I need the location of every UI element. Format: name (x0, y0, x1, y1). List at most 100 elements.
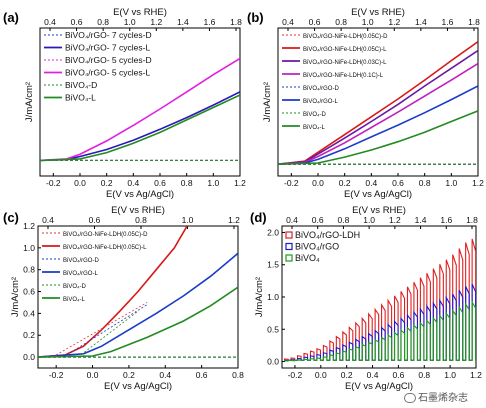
x2-tick-label: 1.4 (415, 215, 427, 225)
legend-label: BiVO₄/rGO-NiFe-LDH(0.05C)-D (303, 34, 388, 40)
x-axis-title: E(V vs Ag/AgCl) (345, 381, 413, 392)
legend-label: BiVO₄/rGO-L (63, 271, 98, 277)
x-axis-title: E(V vs Ag/AgCl) (344, 189, 412, 200)
x2-tick-label: 1.6 (440, 215, 452, 225)
x-tick-label: 0.2 (341, 370, 353, 380)
y-axis-title: J/mA/cm² (254, 277, 265, 317)
x2-tick-label: 1.8 (466, 215, 478, 225)
chart-panel-d: -0.2 0.0 0.2 0.4 0.6 0.8 1.0 1.2 0.4 0.6 0.8 1.0 1.2… (250, 205, 482, 392)
plot-area (38, 226, 238, 358)
legend-label: BiVO₄/rGO-NiFe-LDH(0.05C)-L (63, 245, 147, 251)
x2-tick-label: 0.6 (309, 17, 321, 27)
x2-tick-label: 1.8 (468, 17, 480, 27)
x-axis-title: E(V vs Ag/AgCl) (104, 381, 172, 392)
series-line (40, 94, 240, 162)
x-tick-label: 0.2 (101, 178, 113, 188)
x2-tick-label: 1.2 (389, 215, 401, 225)
legend-swatch (285, 254, 293, 262)
x2-tick-label: 1.4 (177, 17, 189, 27)
plot-area (284, 238, 476, 362)
x2-tick-label: 0.4 (282, 17, 294, 27)
legend-label: BiVO₄-D (303, 112, 326, 118)
legend-swatch (285, 242, 293, 251)
y-tick-label: 0.5 (267, 324, 279, 334)
panel-label: (b) (247, 10, 264, 25)
x-tick-label: 0.4 (367, 370, 379, 380)
series-line (278, 62, 478, 165)
x-tick-label: -0.2 (284, 178, 299, 188)
y-tick-label: 0.4 (23, 308, 35, 318)
plot-frame (39, 27, 241, 177)
plot-area (278, 40, 478, 165)
x-tick-label: 0.0 (315, 370, 327, 380)
series-line (278, 110, 478, 165)
x-tick-label: 0.0 (74, 178, 86, 188)
legend-swatch (285, 231, 293, 239)
onset-tangent-line (77, 310, 139, 358)
x-tick-label: 0.4 (127, 178, 139, 188)
x-tick-label: 0.8 (419, 178, 431, 188)
wechat-icon (404, 393, 416, 403)
legend-label: BiVO₄/rGO- 7 cycles-D (65, 30, 152, 40)
y-tick-label: 1.0 (23, 243, 35, 253)
panel-label: (d) (250, 210, 267, 225)
x-tick-label: 0.2 (123, 370, 135, 380)
x-tick-label: 0.2 (339, 178, 351, 188)
legend-label: BiVO₄ (295, 253, 320, 263)
x2-tick-label: 0.8 (135, 215, 147, 225)
series-line (284, 283, 476, 361)
x-tick-label: -0.2 (49, 370, 64, 380)
legend-label: BiVO₄/rGO-NiFe-LDH(0.05C)-L (303, 47, 387, 53)
x-tick-label: 0.6 (196, 370, 208, 380)
legend-label: BiVO₄/rGO-D (63, 258, 99, 264)
plot-area (40, 57, 240, 162)
series-line (278, 49, 478, 165)
legend-label: BiVO₄/rGO-NiFe-LDH(0.05C)-D (63, 232, 148, 238)
panel-label: (c) (3, 210, 19, 225)
chart-panel-c: -0.2 0.0 0.2 0.4 0.6 0.8 0.4 0.6 0.8 1.0 1.2 0.0 0.2… (3, 205, 244, 392)
y-axis-title: J/mA/cm² (24, 82, 35, 122)
watermark: 石墨烯杂志 (404, 389, 468, 404)
x-tick-label: 0.0 (87, 370, 99, 380)
y-tick-label: 0.8 (23, 265, 35, 275)
y-tick-label: 1.2 (23, 221, 35, 231)
plot-frame (277, 27, 479, 177)
series-line (38, 252, 238, 358)
x2-tick-label: 0.8 (338, 215, 350, 225)
x2-tick-label: 1.6 (442, 17, 454, 27)
panel-label: (a) (3, 10, 19, 25)
y-axis-title: J/mA/cm² (10, 277, 21, 317)
x2-axis-title: E(V vs RHE) (113, 7, 167, 18)
x2-tick-label: 1.2 (150, 17, 162, 27)
x-tick-label: 0.8 (232, 370, 244, 380)
x-tick-label: 1.0 (207, 178, 219, 188)
x2-tick-label: 0.6 (312, 215, 324, 225)
x2-axis-title: E(V vs RHE) (351, 7, 405, 18)
series-line (40, 57, 240, 162)
plot-frame (37, 225, 239, 369)
x2-tick-label: 1.8 (230, 17, 242, 27)
x-tick-label: 0.6 (392, 178, 404, 188)
legend-label: BiVO₄/rGO- 5 cycles-D (65, 55, 152, 65)
x-tick-label: 0.8 (181, 178, 193, 188)
x2-tick-label: 1.0 (124, 17, 136, 27)
x2-tick-label: 0.8 (335, 17, 347, 27)
x2-tick-label: 0.8 (97, 17, 109, 27)
x2-tick-label: 0.6 (71, 17, 83, 27)
legend: BiVO₄/rGO- 7 cycles-D BiVO₄/rGO- 7 cycles… (44, 30, 152, 103)
x2-tick-label: 1.6 (204, 17, 216, 27)
x2-tick-label: 1.2 (228, 215, 240, 225)
y-tick-label: 0.0 (23, 352, 35, 362)
x-tick-label: 1.0 (444, 370, 456, 380)
legend-label: BiVO₄-L (63, 297, 85, 303)
legend-label: BiVO₄-L (303, 125, 325, 131)
onset-tangent-line (63, 304, 148, 358)
x2-tick-label: 0.4 (286, 215, 298, 225)
legend-label: BiVO₄/rGO- 7 cycles-L (65, 43, 150, 53)
series-line (284, 300, 476, 362)
y-tick-label: 0.2 (23, 330, 35, 340)
x-tick-label: 1.0 (445, 178, 457, 188)
y-axis-title: J/mA/cm² (262, 82, 273, 122)
